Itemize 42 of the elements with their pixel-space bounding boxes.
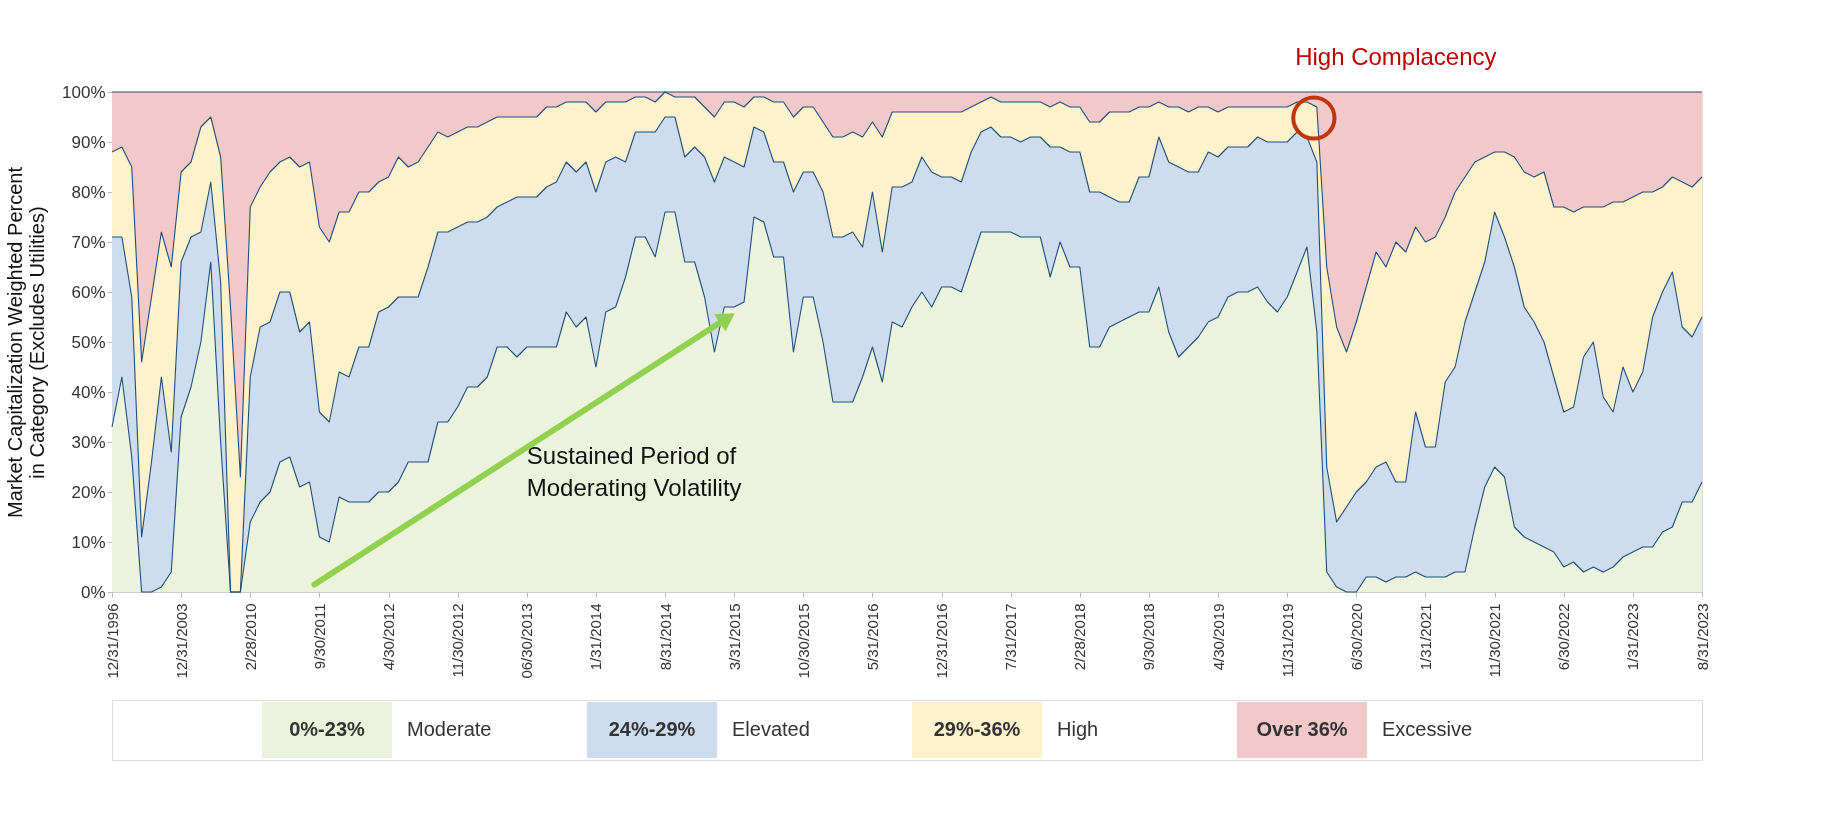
x-tick-label: 3/31/2015 (725, 603, 743, 671)
x-tick-label: 11/30/2012 (449, 603, 467, 678)
x-tick-label: 11/30/2021 (1486, 603, 1504, 678)
x-tick-label: 2/28/2018 (1071, 603, 1089, 671)
x-tick-label: 1/31/2014 (587, 603, 605, 671)
y-tick-label: 70% (71, 232, 106, 252)
text: 29%-36% High (933, 718, 1099, 740)
x-tick-label: 7/31/2017 (1002, 603, 1020, 671)
x-tick-label: 1/31/2021 (1416, 603, 1434, 671)
y-tick-label: 60% (71, 282, 106, 302)
text: 24%-29% Elevated (608, 718, 810, 740)
y-axis-title: Market Capitalization Weighted Percent in Category (Excludes Utilities) (4, 166, 49, 518)
y-tick-label: 50% (71, 332, 106, 352)
x-tick-label: 8/31/2023 (1693, 603, 1711, 671)
y-tick-label: 20% (71, 482, 106, 502)
y-tick-label: 40% (71, 382, 106, 402)
x-tick-label: 9/30/2011 (310, 603, 328, 670)
x-tick-label: 4/30/2012 (380, 603, 398, 671)
x-tick-label: 8/31/2014 (656, 603, 674, 671)
y-tick-label: 10% (71, 532, 106, 552)
y-tick-label: 100% (62, 82, 106, 102)
text: High Complacency (1295, 42, 1497, 70)
x-tick-label: 4/30/2019 (1209, 603, 1227, 671)
x-tick-label: 10/30/2015 (794, 603, 812, 679)
annotation: Sustained Period of Moderating Volatility (526, 442, 742, 501)
x-tick-label: 11/31/2019 (1278, 603, 1296, 678)
x-tick-label: 12/31/2003 (172, 603, 190, 679)
text: 0%-23% Moderate (289, 718, 492, 740)
y-tick-label: 30% (71, 432, 106, 452)
x-tick-label: 6/30/2022 (1555, 603, 1573, 671)
text: Over 36% Excessive (1256, 718, 1473, 740)
x-tick-label: 06/30/2013 (518, 603, 536, 679)
y-tick-label: 90% (71, 132, 106, 152)
x-tick-label: 2/28/2010 (241, 603, 259, 671)
x-tick-label: 12/31/2016 (933, 603, 951, 679)
x-tick-label: 5/31/2016 (863, 603, 881, 671)
x-tick-label: 1/31/2023 (1624, 603, 1642, 671)
y-tick-label: 80% (71, 182, 106, 202)
x-tick-label: 6/30/2020 (1347, 603, 1365, 671)
x-tick-label: 9/30/2018 (1140, 603, 1158, 671)
x-tick-label: 12/31/1996 (103, 603, 121, 679)
y-tick-label: 0% (80, 582, 106, 602)
